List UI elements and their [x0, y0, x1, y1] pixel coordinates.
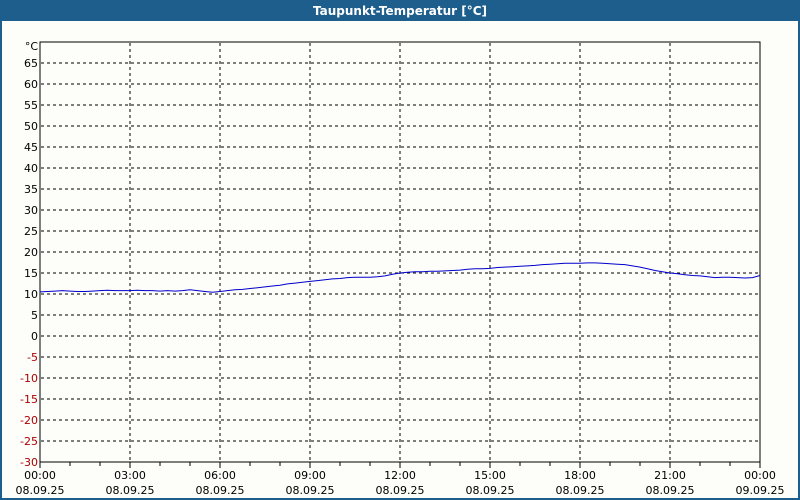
x-axis-time-label: 15:00 — [474, 469, 506, 482]
x-axis-time-label: 03:00 — [114, 469, 146, 482]
x-axis-date-label: 08.09.25 — [466, 484, 515, 497]
y-axis-tick-label: -15 — [20, 393, 38, 406]
y-axis-tick-label: 45 — [24, 141, 38, 154]
x-axis-date-label: 08.09.25 — [16, 484, 65, 497]
y-axis-tick-label: -10 — [20, 372, 38, 385]
x-axis-time-label: 00:00 — [744, 469, 776, 482]
y-axis-tick-label: -25 — [20, 435, 38, 448]
x-axis-time-label: 00:00 — [24, 469, 56, 482]
x-axis-date-label: 08.09.25 — [646, 484, 695, 497]
y-axis-tick-label: 30 — [24, 204, 38, 217]
x-axis-date-label: 08.09.25 — [376, 484, 425, 497]
x-axis-date-label: 08.09.25 — [556, 484, 605, 497]
y-axis-tick-label: 20 — [24, 246, 38, 259]
y-axis-tick-label: -20 — [20, 414, 38, 427]
y-axis-unit-label: °C — [25, 40, 39, 53]
title-bar — [0, 0, 800, 21]
chart-title: Taupunkt-Temperatur [°C] — [313, 4, 487, 18]
y-axis-tick-label: 40 — [24, 162, 38, 175]
x-axis-time-label: 18:00 — [564, 469, 596, 482]
x-axis-time-label: 06:00 — [204, 469, 236, 482]
x-axis-time-label: 21:00 — [654, 469, 686, 482]
x-axis-date-label: 09.09.25 — [736, 484, 785, 497]
y-axis-tick-label: -30 — [20, 456, 38, 469]
y-axis-tick-label: 25 — [24, 225, 38, 238]
y-axis-tick-label: 5 — [31, 309, 38, 322]
y-axis-tick-label: 10 — [24, 288, 38, 301]
x-axis-time-label: 09:00 — [294, 469, 326, 482]
y-axis-tick-label: 15 — [24, 267, 38, 280]
plot-border — [39, 41, 761, 463]
x-axis-date-label: 08.09.25 — [106, 484, 155, 497]
x-axis-time-label: 12:00 — [384, 469, 416, 482]
y-axis-tick-label: 50 — [24, 120, 38, 133]
dewpoint-temperature-line — [39, 262, 761, 293]
y-axis-tick-label: 55 — [24, 99, 38, 112]
y-axis-tick-label: 35 — [24, 183, 38, 196]
y-axis-tick-label: 60 — [24, 78, 38, 91]
y-axis-tick-label: -5 — [27, 351, 38, 364]
x-axis-date-label: 08.09.25 — [196, 484, 245, 497]
x-axis-date-label: 08.09.25 — [286, 484, 335, 497]
y-axis-tick-label: 0 — [31, 330, 38, 343]
y-axis-tick-label: 65 — [24, 57, 38, 70]
